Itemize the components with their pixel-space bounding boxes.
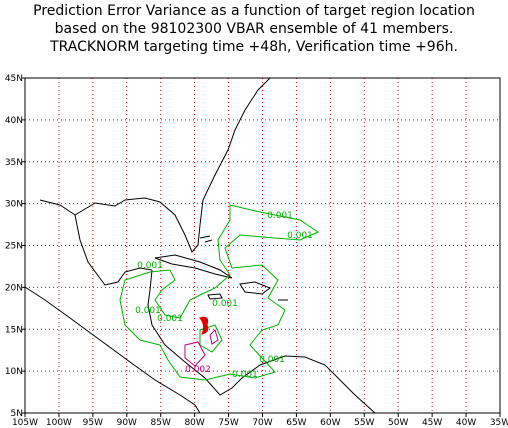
lon-label: 95W <box>83 418 103 428</box>
contour-line <box>119 204 320 381</box>
lat-label: 15N <box>5 325 23 335</box>
lon-label: 105W <box>12 418 38 428</box>
labels: Prediction Error Variance as a function … <box>5 3 508 428</box>
lat-label: 5N <box>11 409 23 419</box>
lat-label: 30N <box>5 200 23 210</box>
contour-label: 0.001 <box>157 314 183 324</box>
lat-label: 10N <box>5 367 23 377</box>
contour-line <box>209 329 219 345</box>
lat-label: 20N <box>5 283 23 293</box>
lon-label: 65W <box>286 418 306 428</box>
contours <box>119 204 320 381</box>
contour-label: 0.001 <box>212 299 238 309</box>
island <box>239 281 272 295</box>
island <box>199 235 213 243</box>
contour-line <box>199 324 223 353</box>
contour-label: 0.002 <box>185 365 211 375</box>
lon-label: 50W <box>388 418 408 428</box>
lat-label: 40N <box>5 116 23 126</box>
title-line: based on the 98102300 VBAR ensemble of 4… <box>55 21 454 37</box>
lon-label: 100W <box>46 418 72 428</box>
target-region <box>199 316 209 335</box>
island <box>207 293 223 300</box>
contour-line <box>184 341 206 367</box>
coastline <box>24 286 201 414</box>
contour-label: 0.001 <box>259 355 285 365</box>
contour-label: 0.001 <box>137 261 163 271</box>
title-line: Prediction Error Variance as a function … <box>33 3 475 19</box>
lat-label: 25N <box>5 242 23 252</box>
contour-label: 0.001 <box>135 306 161 316</box>
coastline <box>74 77 271 253</box>
lat-label: 35N <box>5 158 23 168</box>
contour-label: 0.001 <box>287 231 313 241</box>
island <box>154 254 233 279</box>
lon-label: 60W <box>320 418 340 428</box>
lat-label: 45N <box>5 74 23 84</box>
lon-label: 85W <box>151 418 171 428</box>
lon-label: 70W <box>252 418 272 428</box>
coastline <box>39 199 376 414</box>
title-line: TRACKNORM targeting time +48h, Verificat… <box>49 39 458 55</box>
lon-label: 35W <box>490 418 508 428</box>
map-frame <box>24 77 501 414</box>
lon-label: 80W <box>184 418 204 428</box>
lon-label: 40W <box>456 418 476 428</box>
contour-label: 0.001 <box>232 370 258 380</box>
lon-label: 55W <box>354 418 374 428</box>
lon-label: 90W <box>117 418 137 428</box>
lon-label: 75W <box>218 418 238 428</box>
contour-label: 0.001 <box>267 211 293 221</box>
coastlines <box>24 77 376 414</box>
lon-label: 45W <box>422 418 442 428</box>
